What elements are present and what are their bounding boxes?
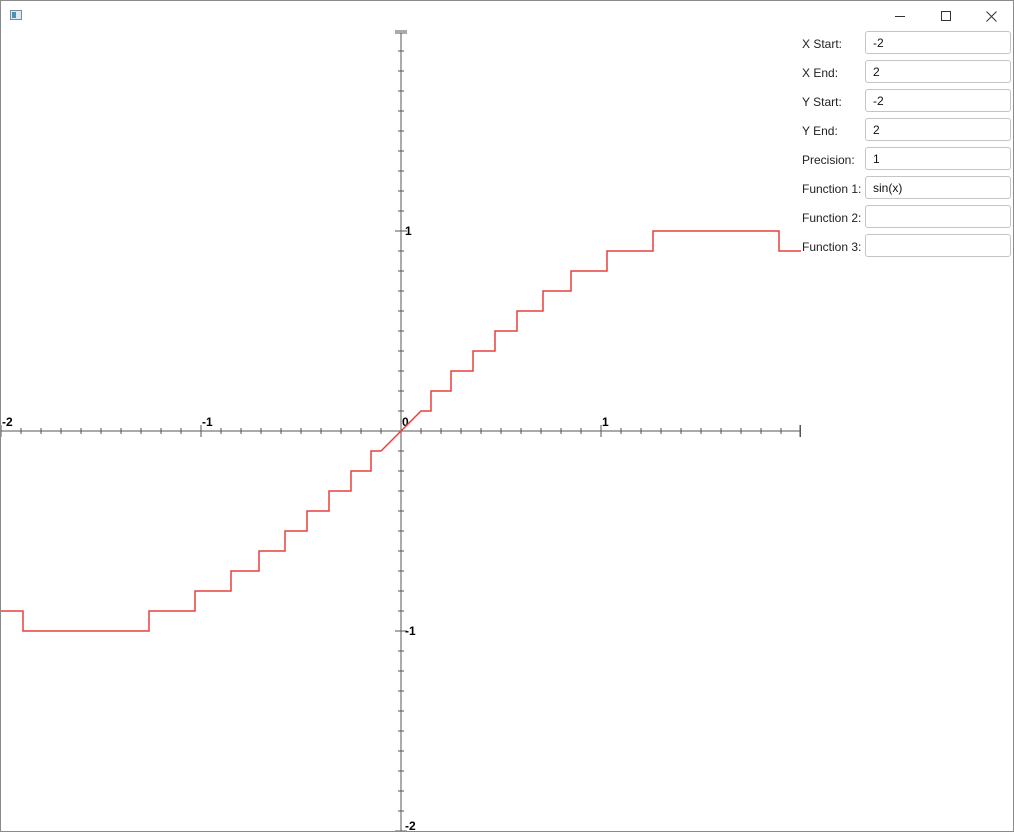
y-tick-label: -2 (405, 819, 416, 832)
y-end-input[interactable] (865, 118, 1011, 141)
function-1-label: Function 1: (802, 182, 862, 196)
y-start-label: Y Start: (802, 95, 842, 109)
x-start-input[interactable] (865, 31, 1011, 54)
precision-input[interactable] (865, 147, 1011, 170)
precision-label: Precision: (802, 153, 855, 167)
y-start-input[interactable] (865, 89, 1011, 112)
title-bar[interactable] (1, 1, 1013, 31)
x-end-row: X End: (801, 60, 1013, 85)
x-tick-label: 0 (402, 415, 409, 429)
function-3-row: Function 3: (801, 234, 1013, 259)
y-start-row: Y Start: (801, 89, 1013, 114)
function-2-label: Function 2: (802, 211, 862, 225)
function-1-row: Function 1: (801, 176, 1013, 201)
x-start-row: X Start: (801, 31, 1013, 56)
minimize-icon (895, 16, 905, 17)
x-tick-label: -1 (202, 415, 213, 429)
y-tick-label: 1 (405, 224, 412, 238)
function-2-input[interactable] (865, 205, 1011, 228)
window-app-icon (10, 10, 22, 20)
x-tick-label: -2 (2, 415, 13, 429)
x-start-label: X Start: (802, 37, 843, 51)
x-tick-label: 1 (602, 415, 609, 429)
y-tick-label: -1 (405, 624, 416, 638)
y-end-row: Y End: (801, 118, 1013, 143)
function-plot: -2 -1 0 1 1 -1 -2 (1, 30, 801, 832)
function-1-input[interactable] (865, 176, 1011, 199)
precision-row: Precision: (801, 147, 1013, 172)
close-icon (985, 10, 997, 22)
x-end-input[interactable] (865, 60, 1011, 83)
y-end-label: Y End: (802, 124, 838, 138)
maximize-icon (941, 11, 951, 21)
maximize-button[interactable] (923, 1, 969, 31)
function-3-label: Function 3: (802, 240, 862, 254)
minimize-button[interactable] (877, 1, 923, 31)
function-3-input[interactable] (865, 234, 1011, 257)
close-button[interactable] (968, 1, 1013, 31)
series-line (1, 230, 801, 632)
x-end-label: X End: (802, 66, 839, 80)
function-2-row: Function 2: (801, 205, 1013, 230)
